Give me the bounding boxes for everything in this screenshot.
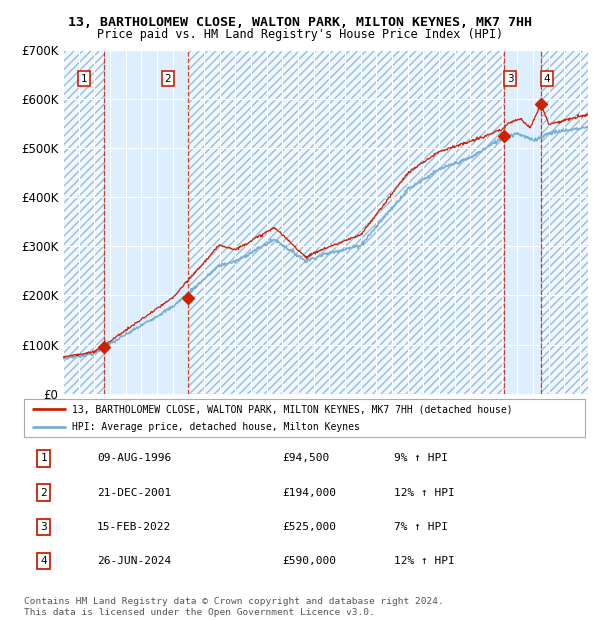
- Text: 9% ↑ HPI: 9% ↑ HPI: [394, 453, 448, 464]
- Bar: [541, 50, 588, 394]
- Bar: [188, 50, 503, 394]
- Text: 26-JUN-2024: 26-JUN-2024: [97, 556, 171, 566]
- Text: 13, BARTHOLOMEW CLOSE, WALTON PARK, MILTON KEYNES, MK7 7HH: 13, BARTHOLOMEW CLOSE, WALTON PARK, MILT…: [68, 16, 532, 29]
- Bar: [63, 50, 104, 394]
- Text: 4: 4: [544, 74, 550, 84]
- Text: 13, BARTHOLOMEW CLOSE, WALTON PARK, MILTON KEYNES, MK7 7HH (detached house): 13, BARTHOLOMEW CLOSE, WALTON PARK, MILT…: [71, 404, 512, 414]
- Text: 3: 3: [507, 74, 514, 84]
- Text: 1: 1: [40, 453, 47, 464]
- Text: 1: 1: [80, 74, 87, 84]
- Text: £590,000: £590,000: [282, 556, 336, 566]
- Bar: [63, 50, 104, 394]
- Text: 12% ↑ HPI: 12% ↑ HPI: [394, 556, 455, 566]
- Bar: [188, 50, 503, 394]
- Text: Contains HM Land Registry data © Crown copyright and database right 2024.
This d: Contains HM Land Registry data © Crown c…: [24, 598, 444, 617]
- Text: £94,500: £94,500: [282, 453, 329, 464]
- Bar: [541, 50, 588, 394]
- Text: 7% ↑ HPI: 7% ↑ HPI: [394, 521, 448, 532]
- Text: £194,000: £194,000: [282, 487, 336, 498]
- Text: 2: 2: [164, 74, 171, 84]
- Text: 09-AUG-1996: 09-AUG-1996: [97, 453, 171, 464]
- Text: 21-DEC-2001: 21-DEC-2001: [97, 487, 171, 498]
- Text: 15-FEB-2022: 15-FEB-2022: [97, 521, 171, 532]
- Text: HPI: Average price, detached house, Milton Keynes: HPI: Average price, detached house, Milt…: [71, 422, 359, 432]
- Text: 2: 2: [40, 487, 47, 498]
- Text: 12% ↑ HPI: 12% ↑ HPI: [394, 487, 455, 498]
- Text: 4: 4: [40, 556, 47, 566]
- Text: Price paid vs. HM Land Registry's House Price Index (HPI): Price paid vs. HM Land Registry's House …: [97, 28, 503, 41]
- Text: 3: 3: [40, 521, 47, 532]
- Text: £525,000: £525,000: [282, 521, 336, 532]
